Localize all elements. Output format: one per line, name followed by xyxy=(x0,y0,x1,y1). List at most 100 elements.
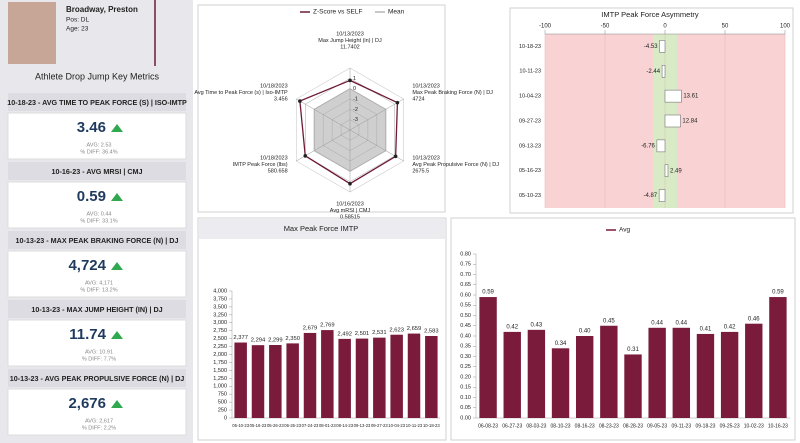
legend-label: Z-Score vs SELF xyxy=(313,9,363,16)
y-tick-label: 4,000 xyxy=(213,288,227,294)
y-tick-label: 1,750 xyxy=(213,360,227,366)
card-value: 2,676 xyxy=(68,395,106,412)
y-tick-label: 750 xyxy=(218,392,227,398)
y-tick-label: 0.50 xyxy=(460,313,471,319)
axis-label-date: 10/18/2023 xyxy=(260,155,288,161)
value-label: 2,623 xyxy=(389,327,404,333)
card-avg: AVG: 10.91 xyxy=(85,349,113,355)
bar xyxy=(656,139,666,153)
y-tick-label: 2,000 xyxy=(213,352,227,358)
axis-label-date: 10/13/2023 xyxy=(412,83,440,89)
x-tick-label: 08-10-23 xyxy=(551,423,571,429)
y-tick-label: 3,250 xyxy=(213,312,227,318)
y-tick-label: 10-18-23 xyxy=(519,44,541,50)
bar xyxy=(664,114,681,128)
bar xyxy=(745,323,763,418)
axis-label-label: Avg Peak Propulsive Force (N) | DJ xyxy=(412,162,499,168)
card-title: 10-13-23 - MAX JUMP HEIGHT (IN) | DJ xyxy=(31,305,162,314)
value-label: 0.42 xyxy=(724,324,736,330)
value-label: -4.53 xyxy=(644,44,658,50)
y-tick-label: 3,000 xyxy=(213,320,227,326)
bar xyxy=(672,327,691,418)
athlete-age: Age: 23 xyxy=(66,26,89,33)
value-label: 2,501 xyxy=(355,331,370,337)
y-tick-label: 0.80 xyxy=(460,251,471,257)
zscore-point xyxy=(303,154,308,158)
bar xyxy=(648,327,666,418)
y-tick-label: 3,500 xyxy=(213,304,227,310)
card-value: 4,724 xyxy=(68,257,106,274)
value-label: 2.49 xyxy=(670,168,682,174)
axis-label-label: IMTP Peak Force (lbs) xyxy=(233,162,288,168)
value-label: 2,350 xyxy=(285,336,300,342)
mrsi-panel xyxy=(450,217,796,441)
legend-label: Mean xyxy=(388,9,405,16)
value-label: 2,583 xyxy=(424,329,439,335)
bar xyxy=(355,338,369,418)
spoke xyxy=(296,98,351,131)
value-label: 0.40 xyxy=(579,329,591,335)
card-title: 10-13-23 - AVG PEAK PROPULSIVE FORCE (N)… xyxy=(10,374,185,383)
value-label: -4.87 xyxy=(643,193,657,199)
axis-label-value: 2675.5 xyxy=(412,168,429,174)
y-tick-label: 1,000 xyxy=(213,384,227,390)
r-tick-label: 0 xyxy=(353,86,356,92)
card-title: 10-16-23 - AVG MRSI | CMJ xyxy=(51,167,142,176)
value-label: 2,492 xyxy=(337,331,352,337)
bar xyxy=(390,334,403,418)
card-header xyxy=(8,231,186,249)
y-tick-label: 2,750 xyxy=(213,328,227,334)
y-tick-label: 0.05 xyxy=(460,405,471,411)
spoke xyxy=(349,98,404,131)
card-title: 10-18-23 - AVG TIME TO PEAK FORCE (S) | … xyxy=(7,98,187,107)
value-label: 12.84 xyxy=(682,119,698,125)
y-tick-label: 0.20 xyxy=(460,374,471,380)
card-body xyxy=(7,112,187,160)
card-value: 11.74 xyxy=(69,326,106,343)
x-tick-label: 09-13-23 xyxy=(354,423,371,428)
bar xyxy=(769,297,787,418)
value-label: 0.59 xyxy=(482,290,494,296)
x-tick-label: 09-05-23 xyxy=(647,423,667,429)
value-label: 2,299 xyxy=(268,338,283,344)
axis-label-label: Avg Time to Peak Force (s) | Iso-IMTP xyxy=(194,90,288,96)
y-tick-label: 09-27-23 xyxy=(519,118,541,124)
bar xyxy=(321,330,334,418)
bar xyxy=(251,345,265,418)
x-tick-label: 50 xyxy=(722,24,729,30)
card-diff: % DIFF: 13.2% xyxy=(80,287,117,293)
chart-title: Max Peak Force IMTP xyxy=(284,224,359,233)
x-tick-label: 09-27-23 xyxy=(371,423,388,428)
card-body xyxy=(7,319,187,367)
y-tick-label: 10-04-23 xyxy=(519,94,541,100)
card-body xyxy=(7,181,187,229)
bar xyxy=(338,338,351,418)
y-tick-label: 0.65 xyxy=(460,282,471,288)
axis-label-value: 0.58515 xyxy=(340,214,360,220)
card-diff: % DIFF: 7.7% xyxy=(82,356,116,362)
bar xyxy=(503,331,521,418)
value-label: 0.44 xyxy=(651,320,663,326)
zscore-point xyxy=(393,154,398,159)
value-label: 0.41 xyxy=(700,327,712,333)
bar xyxy=(658,189,666,202)
x-tick-label: 09-18-23 xyxy=(695,423,715,429)
value-label: 0.46 xyxy=(748,316,760,322)
value-label: 13.61 xyxy=(683,94,699,100)
x-tick-label: 10-16-23 xyxy=(768,423,788,429)
x-tick-label: 100 xyxy=(780,24,791,30)
axis-label-value: 4724 xyxy=(412,96,424,102)
card-avg: AVG: 4,171 xyxy=(85,280,113,286)
card-header xyxy=(8,300,186,318)
chart-title: IMTP Peak Force Asymmetry xyxy=(601,10,699,19)
r-tick-label: 1 xyxy=(353,76,356,82)
card-diff: % DIFF: 33.1% xyxy=(80,218,117,224)
title-band xyxy=(199,219,445,239)
y-tick-label: 0.55 xyxy=(460,303,471,309)
axis-label-label: Max Peak Braking Force (N) | DJ xyxy=(412,90,493,96)
value-label: 0.59 xyxy=(772,290,784,296)
y-tick-label: 0.30 xyxy=(460,354,471,360)
value-label: 2,531 xyxy=(372,330,387,336)
zscore-point xyxy=(348,78,352,83)
